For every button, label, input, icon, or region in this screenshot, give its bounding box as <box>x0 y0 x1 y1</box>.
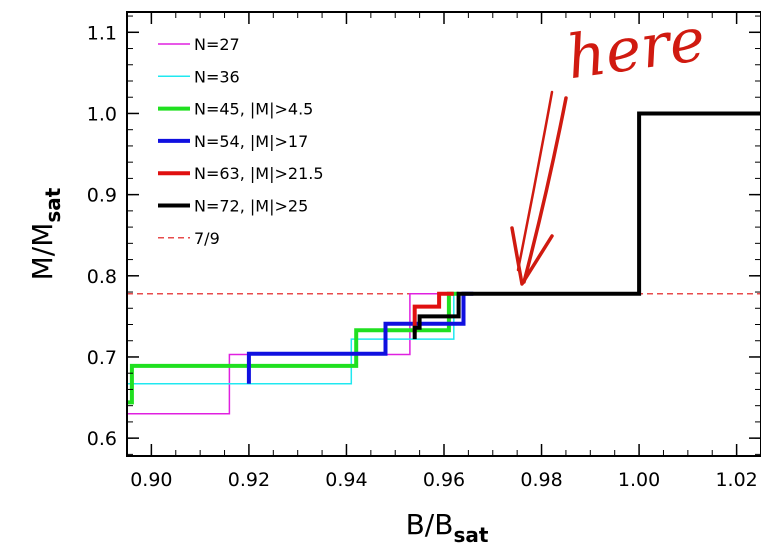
x-tick-label: 0.98 <box>520 469 562 491</box>
y-tick-label: 0.9 <box>87 185 117 207</box>
x-tick-label: 0.90 <box>130 469 172 491</box>
y-axis-label: M/Msat <box>26 187 65 280</box>
y-tick-label: 1.1 <box>87 22 117 44</box>
x-tick-label: 0.92 <box>228 469 270 491</box>
legend-label-4: N=63, |M|>21.5 <box>194 164 324 183</box>
x-axis-label-sub: sat <box>453 523 488 547</box>
series-line-4 <box>412 291 454 333</box>
x-tick-label: 0.94 <box>325 469 367 491</box>
y-tick-label: 0.6 <box>87 428 117 450</box>
legend-label-2: N=45, |M|>4.5 <box>194 100 313 119</box>
annotation-arrow-shaft-2 <box>516 90 554 272</box>
legend-label-3: N=54, |M|>17 <box>194 132 308 151</box>
y-tick-label: 0.8 <box>87 266 117 288</box>
tick-layer: 0.90 0.92 0.94 0.96 0.98 1.00 1.02 0.6 0.7 0.8 0.9… <box>87 12 761 491</box>
x-axis-label: B/Bsat <box>406 508 489 547</box>
annotation: here <box>510 5 710 286</box>
annotation-arrowhead <box>510 226 554 286</box>
legend-label-6: 7/9 <box>194 229 220 248</box>
series-line-1 <box>127 293 455 385</box>
x-tick-label: 1.00 <box>618 469 660 491</box>
legend: N=27 N=36 N=45, |M|>4.5 N=54, |M|>17 N=63, |… <box>158 35 324 248</box>
series-layer <box>127 111 761 415</box>
y-axis-label-main: M/M <box>26 223 59 281</box>
annotation-text: here <box>563 5 710 94</box>
y-tick-label: 0.7 <box>87 347 117 369</box>
x-axis-label-main: B/B <box>406 508 454 541</box>
x-tick-label: 0.96 <box>423 469 465 491</box>
legend-label-1: N=36 <box>194 67 240 86</box>
x-tick-label: 1.02 <box>715 469 757 491</box>
y-tick-label: 1.0 <box>87 103 117 125</box>
annotation-arrow <box>522 96 568 284</box>
series-line-5 <box>412 111 761 340</box>
legend-label-0: N=27 <box>194 35 240 54</box>
y-axis-label-sub: sat <box>41 187 65 222</box>
series-line-2 <box>127 291 459 405</box>
legend-label-5: N=72, |M|>25 <box>194 197 308 216</box>
